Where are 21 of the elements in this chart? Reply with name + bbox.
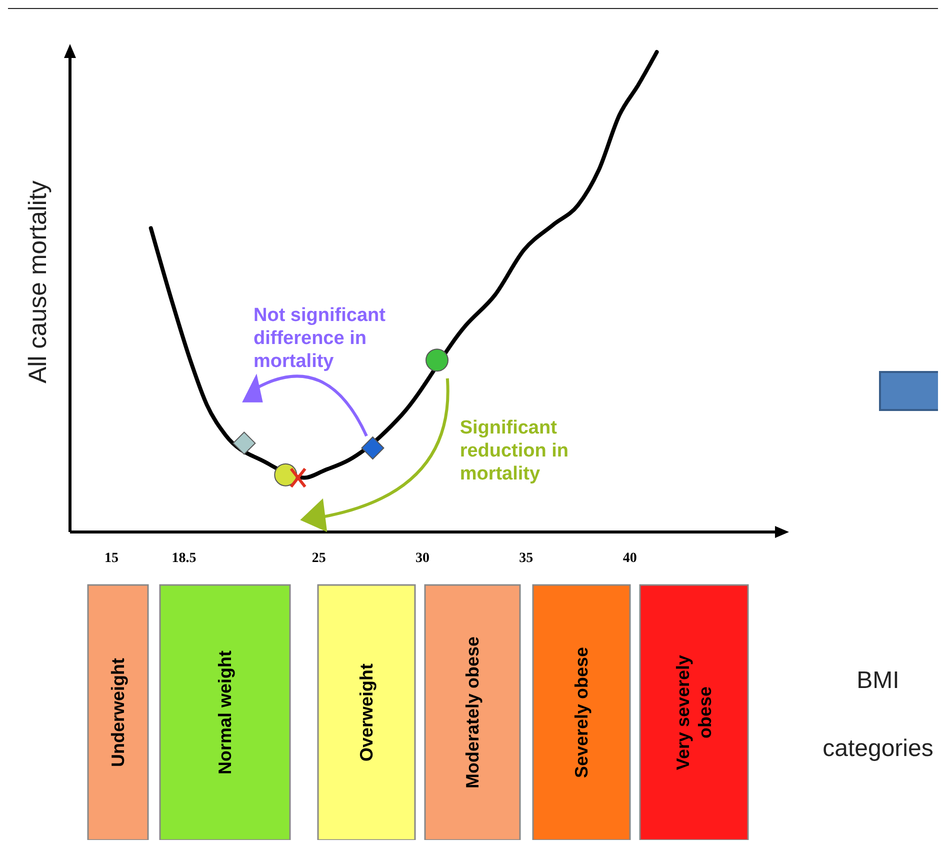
x-tick-label: 30 bbox=[416, 551, 430, 566]
text: Moderately obese bbox=[462, 636, 482, 789]
y-axis-title: All cause mortality bbox=[24, 180, 52, 384]
chart-title: BMI categories bbox=[822, 667, 934, 762]
x-tick-label: 40 bbox=[622, 551, 637, 566]
point bbox=[290, 467, 307, 488]
annotation: Not significant difference in mortality bbox=[254, 304, 386, 372]
point bbox=[426, 348, 449, 372]
x-tick-label: 18.5 bbox=[172, 551, 196, 566]
x-tick-label: 25 bbox=[312, 551, 326, 566]
point bbox=[274, 463, 298, 486]
text: Very severely obese bbox=[673, 654, 715, 770]
x-tick-label: 35 bbox=[519, 551, 534, 566]
text: Underweight bbox=[108, 658, 128, 768]
text: Normal weight bbox=[215, 650, 235, 775]
annotation: Significant reduction in mortality bbox=[460, 418, 569, 485]
text: Severely obese bbox=[572, 646, 592, 778]
x-tick-label: 15 bbox=[104, 551, 118, 566]
text: Overweight bbox=[356, 663, 376, 762]
point bbox=[361, 436, 384, 460]
point bbox=[232, 432, 256, 455]
